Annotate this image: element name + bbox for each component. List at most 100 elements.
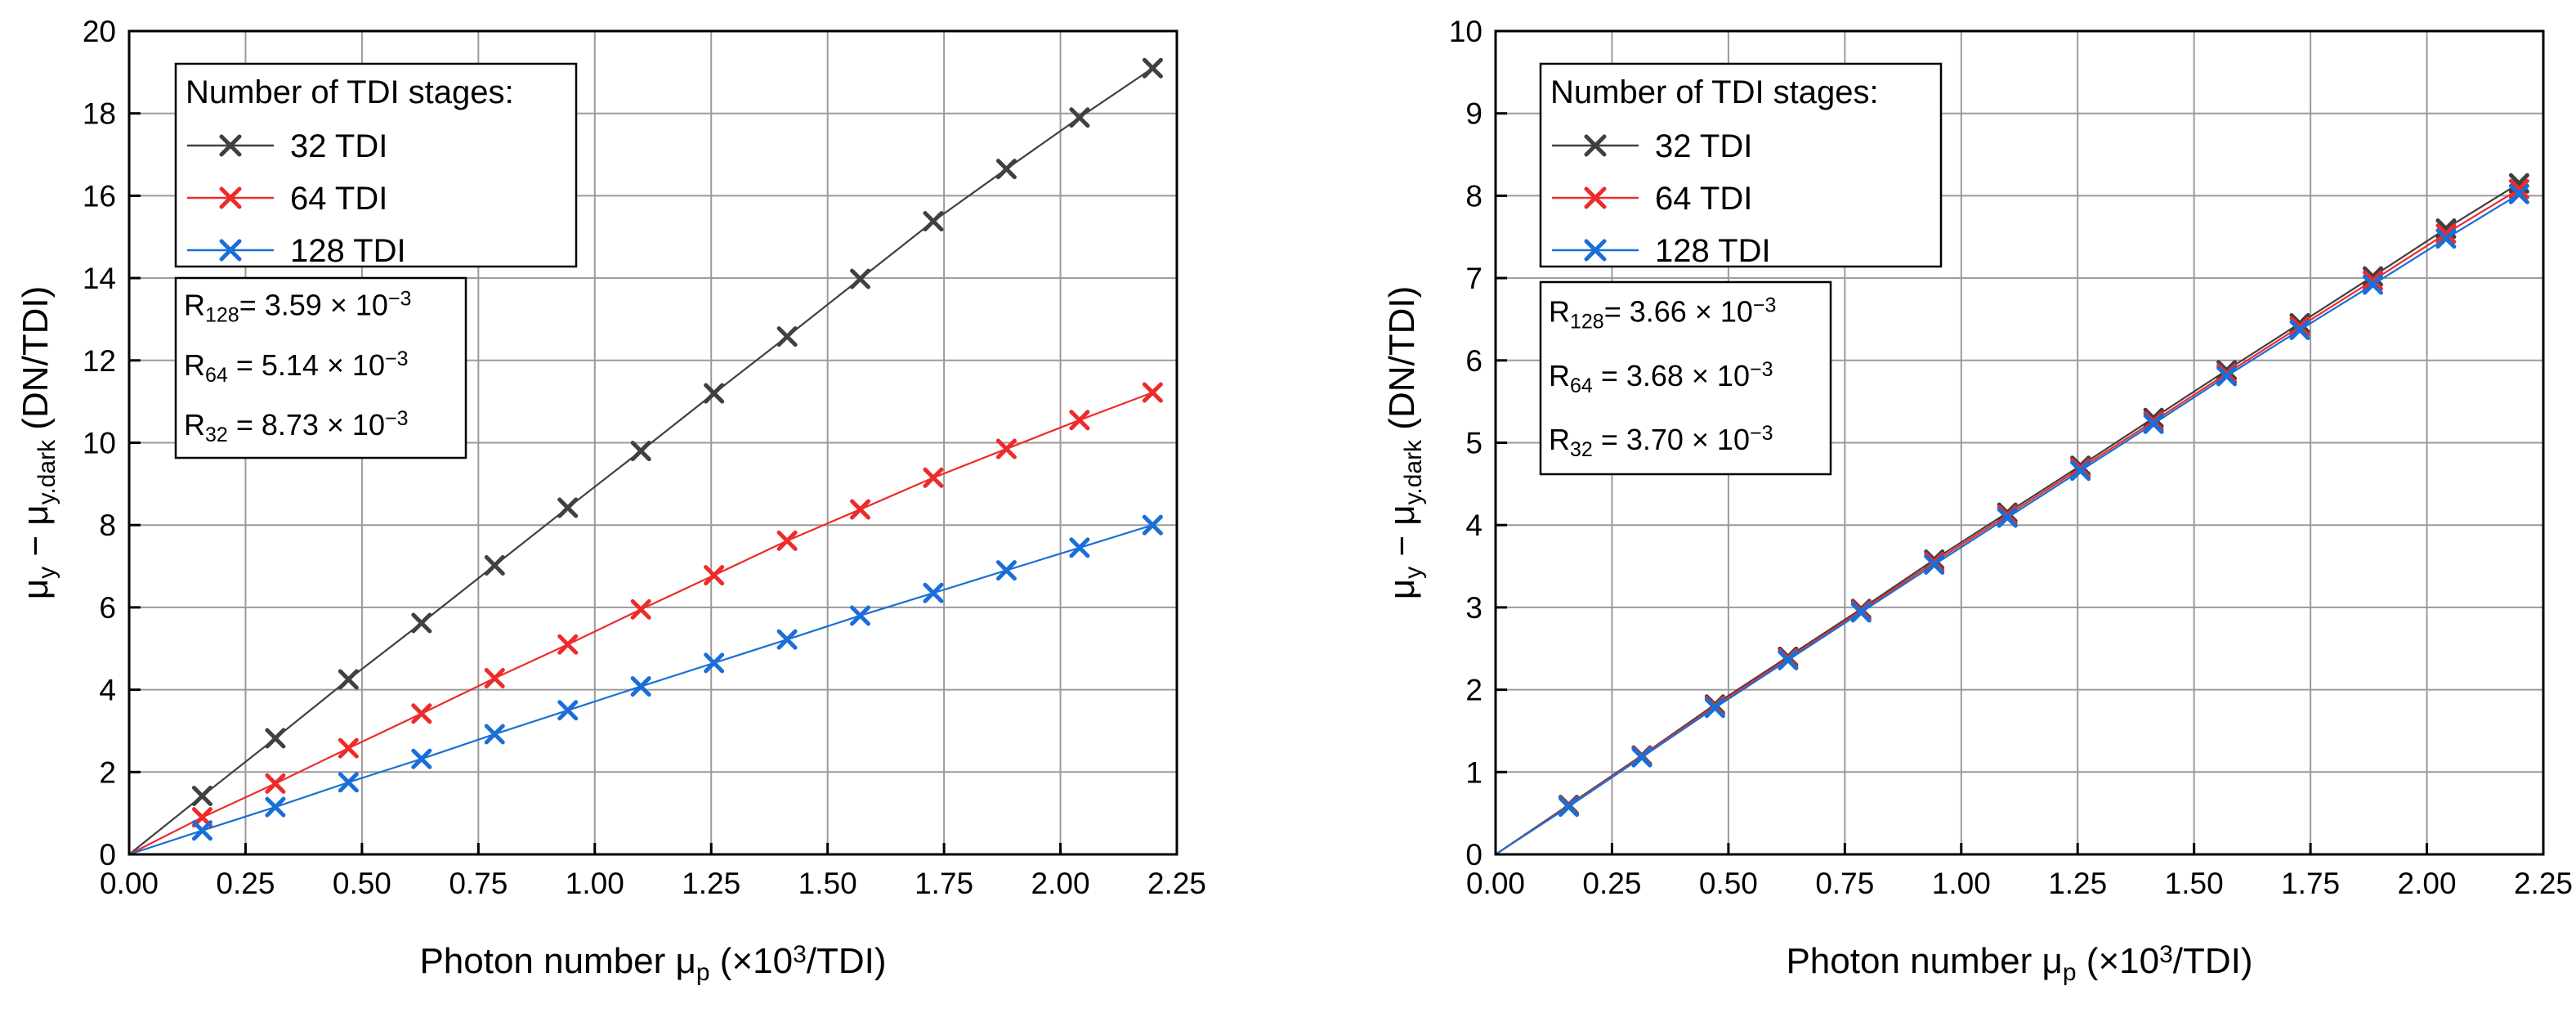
legend-swatch-marker bbox=[1584, 186, 1607, 209]
annotation-line: R32 = 3.70 × 10−3 bbox=[1549, 422, 1773, 461]
data-point-marker bbox=[2289, 320, 2310, 341]
data-point-marker bbox=[411, 612, 432, 634]
data-point-marker bbox=[704, 652, 725, 674]
legend-title: Number of TDI stages: bbox=[186, 74, 514, 110]
y-tick-label: 0 bbox=[1465, 838, 1483, 872]
data-point-marker bbox=[484, 668, 505, 689]
data-point-marker bbox=[2508, 178, 2529, 199]
data-point-marker bbox=[776, 530, 798, 551]
data-point-marker bbox=[995, 159, 1017, 180]
legend-swatch-marker bbox=[1584, 134, 1607, 157]
legend-entry-label: 64 TDI bbox=[1655, 181, 1752, 217]
annotation-line: R128= 3.59 × 10−3 bbox=[184, 287, 411, 326]
tick-labels: 0.00 0.25 0.50 0.75 1.00 1.25 1.50 1.75 2.00 2.25… bbox=[83, 15, 1206, 900]
data-point-marker bbox=[484, 724, 505, 745]
data-point-marker bbox=[2508, 183, 2529, 204]
x-tick-label: 0.50 bbox=[333, 867, 391, 900]
x-tick-label: 1.00 bbox=[566, 867, 624, 900]
x-axis-label: Photon number μp (×103/TDI) bbox=[419, 941, 886, 987]
x-tick-label: 1.50 bbox=[798, 867, 857, 900]
data-point-marker bbox=[850, 268, 871, 289]
data-point-marker bbox=[2216, 365, 2238, 387]
data-point-marker bbox=[1558, 796, 1579, 818]
series-64-tdi bbox=[128, 382, 1163, 855]
annotation-line: R32 = 8.73 × 10−3 bbox=[184, 407, 409, 446]
y-tick-label: 16 bbox=[83, 179, 116, 213]
data-point-marker bbox=[776, 629, 798, 650]
x-tick-label: 2.00 bbox=[2398, 867, 2457, 900]
legend-entry-label: 32 TDI bbox=[1655, 128, 1752, 164]
data-point-marker bbox=[191, 786, 212, 807]
y-axis-label: μy − μy.dark (DN/TDI) bbox=[16, 286, 60, 600]
y-tick-label: 4 bbox=[1465, 509, 1483, 542]
data-point-marker bbox=[2070, 460, 2091, 482]
y-tick-label: 3 bbox=[1465, 591, 1483, 625]
legend-box bbox=[1539, 62, 1943, 268]
x-tick-label: 0.00 bbox=[100, 867, 159, 900]
annotation-line: R64 = 5.14 × 10−3 bbox=[184, 347, 409, 386]
y-tick-label: 12 bbox=[83, 344, 116, 378]
data-point-marker bbox=[411, 748, 432, 769]
y-tick-label: 8 bbox=[1465, 179, 1483, 213]
x-tick-label: 1.75 bbox=[2281, 867, 2340, 900]
y-tick-label: 2 bbox=[99, 755, 116, 789]
x-tick-label: 1.00 bbox=[1932, 867, 1991, 900]
data-point-marker bbox=[557, 700, 579, 721]
y-tick-label: 20 bbox=[83, 15, 116, 48]
x-tick-label: 0.00 bbox=[1466, 867, 1525, 900]
data-point-marker bbox=[704, 565, 725, 586]
data-point-marker bbox=[1997, 507, 2018, 528]
series-128-tdi bbox=[1495, 183, 2529, 855]
legend-box bbox=[174, 62, 578, 268]
data-point-marker bbox=[630, 676, 651, 697]
data-point-marker bbox=[191, 820, 212, 841]
legend-entry-label: 128 TDI bbox=[290, 233, 406, 269]
data-point-marker bbox=[1142, 514, 1163, 536]
data-point-marker bbox=[1069, 537, 1090, 558]
x-tick-label: 1.25 bbox=[2048, 867, 2107, 900]
data-point-marker bbox=[630, 441, 651, 462]
data-point-marker bbox=[1069, 410, 1090, 431]
data-point-marker bbox=[484, 555, 505, 576]
y-tick-label: 8 bbox=[99, 509, 116, 542]
y-tick-label: 5 bbox=[1465, 427, 1483, 460]
x-axis-label: Photon number μp (×103/TDI) bbox=[1786, 941, 2252, 987]
data-point-marker bbox=[557, 634, 579, 655]
data-point-marker bbox=[704, 383, 725, 404]
x-tick-label: 0.25 bbox=[1582, 867, 1641, 900]
data-point-marker bbox=[776, 326, 798, 347]
data-point-marker bbox=[1069, 107, 1090, 128]
legend: Number of TDI stages: 32 TDI 64 TDI 128 TDI bbox=[1539, 62, 1943, 269]
y-tick-label: 7 bbox=[1465, 262, 1483, 295]
x-tick-label: 0.50 bbox=[1699, 867, 1758, 900]
annotation-line: R64 = 3.68 × 10−3 bbox=[1549, 357, 1773, 397]
annotation-box: R128= 3.59 × 10−3 R64 = 5.14 × 10−3 R32 = … bbox=[174, 276, 467, 459]
data-point-marker bbox=[2143, 413, 2164, 434]
x-tick-label: 2.00 bbox=[1031, 867, 1090, 900]
legend-swatch-marker bbox=[219, 186, 242, 209]
legend-entry-label: 32 TDI bbox=[290, 128, 387, 164]
x-tick-label: 1.50 bbox=[2165, 867, 2224, 900]
x-tick-label: 1.25 bbox=[682, 867, 740, 900]
data-point-marker bbox=[1142, 382, 1163, 403]
data-point-marker bbox=[923, 467, 944, 488]
data-point-marker bbox=[2362, 270, 2383, 291]
x-tick-label: 2.25 bbox=[2514, 867, 2573, 900]
data-point-marker bbox=[1924, 554, 1945, 576]
data-point-marker bbox=[1704, 697, 1725, 719]
data-point-marker bbox=[1142, 57, 1163, 78]
legend-title: Number of TDI stages: bbox=[1550, 74, 1879, 110]
data-point-marker bbox=[630, 598, 651, 620]
data-point-marker bbox=[2362, 274, 2383, 295]
y-tick-label: 6 bbox=[1465, 344, 1483, 378]
chart-panel-2: 0.00 0.25 0.50 0.75 1.00 1.25 1.50 1.75 2.00 2.25… bbox=[1382, 15, 2573, 986]
legend-swatch-marker bbox=[1584, 239, 1607, 262]
data-point-marker bbox=[1778, 649, 1799, 670]
annotation-frame bbox=[174, 276, 467, 459]
data-point-marker bbox=[1850, 602, 1872, 623]
data-point-marker bbox=[411, 703, 432, 724]
data-point-marker bbox=[1631, 746, 1652, 768]
data-point-marker bbox=[850, 499, 871, 520]
data-point-marker bbox=[265, 728, 286, 749]
data-point-marker bbox=[2289, 316, 2310, 338]
